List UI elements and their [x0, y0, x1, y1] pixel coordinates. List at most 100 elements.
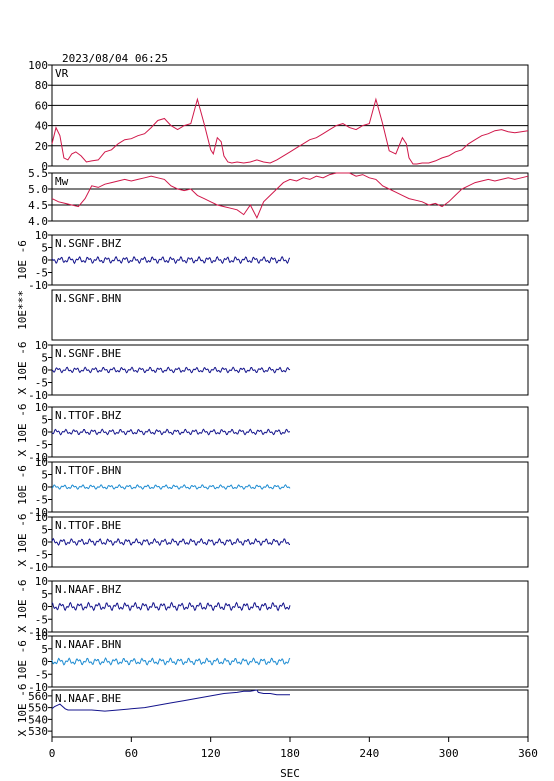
y-tick-label: 0: [41, 656, 48, 669]
panel-label: N.TTOF.BHE: [55, 519, 121, 532]
y-tick-label: 60: [35, 99, 48, 112]
panel-n-sgnf-bhn: N.SGNF.BHN: [51, 289, 529, 341]
y-tick-label: 100: [28, 59, 48, 72]
waveform-trace: [51, 537, 290, 547]
panel-label: N.NAAF.BHZ: [55, 583, 122, 596]
y-tick-label: -10: [28, 451, 48, 464]
y-tick-label: 4.0: [28, 215, 48, 228]
y-tick-label: 5: [41, 352, 48, 365]
panel-frame: [51, 289, 529, 341]
panel-frame: [51, 64, 529, 167]
x-tick-label: 300: [439, 747, 459, 760]
left-axis-label: 10E -6: [16, 240, 29, 280]
y-tick-label: -5: [35, 377, 48, 390]
panel-label: Mw: [55, 175, 69, 188]
y-tick-label: 5: [41, 242, 48, 255]
y-tick-label: -5: [35, 549, 48, 562]
y-tick-label: -5: [35, 439, 48, 452]
y-tick-label: -5: [35, 494, 48, 507]
panel-label: N.NAAF.BHN: [55, 638, 121, 651]
y-tick-label: 0: [41, 481, 48, 494]
y-tick-label: 10: [35, 401, 48, 414]
y-tick-label: 5: [41, 524, 48, 537]
panel-label: N.SGNF.BHN: [55, 292, 121, 305]
y-tick-label: 0: [41, 160, 48, 173]
panel-label: VR: [55, 67, 69, 80]
y-tick-label: 5: [41, 414, 48, 427]
y-tick-label: 40: [35, 120, 48, 133]
series-line: [51, 172, 529, 219]
panel-label: N.TTOF.BHN: [55, 464, 121, 477]
waveform-trace: [51, 428, 290, 436]
y-tick-label: 80: [35, 79, 48, 92]
x-tick-label: 60: [125, 747, 138, 760]
panel-mw: 5.5 5.0 4.5 4.0 Mw: [28, 167, 529, 228]
y-tick-label: -10: [28, 561, 48, 574]
y-tick-label: -10: [28, 506, 48, 519]
y-tick-label: -5: [35, 668, 48, 681]
panel-frame: [51, 635, 529, 688]
left-axis-label: X 10E -6: [16, 514, 29, 567]
y-tick-label: -10: [28, 626, 48, 639]
x-axis-unit: SEC: [280, 767, 300, 780]
y-tick-label: -10: [28, 681, 48, 694]
panel-frame: [51, 689, 529, 738]
left-axis-label: X 10E -6: [16, 342, 29, 395]
y-tick-label: 5: [41, 643, 48, 656]
y-tick-label: 5.0: [28, 183, 48, 196]
y-tick-label: 0: [41, 601, 48, 614]
y-tick-label: 0: [41, 254, 48, 267]
chart-panels: 100806040200VR5.55.04.54.0Mw1050-5-10N.S…: [28, 59, 529, 738]
waveform-trace: [51, 484, 291, 490]
left-axis-label: X 10E -6: [16, 404, 29, 457]
left-axis-labels: 10E -6 10E*** X 10E -6 X 10E -6 10E -6 X 10E …: [16, 240, 29, 736]
y-tick-label: 10: [35, 511, 48, 524]
x-axis: 0 60 120 180 240 300 360: [49, 737, 538, 760]
left-axis-label: 10E -6: [16, 640, 29, 680]
y-tick-label: 5: [41, 588, 48, 601]
y-tick-label: 20: [35, 140, 48, 153]
y-tick-label: 10: [35, 630, 48, 643]
y-tick-label: 560: [28, 690, 48, 703]
x-tick-label: 240: [359, 747, 379, 760]
panel-frame: [51, 516, 529, 568]
y-tick-label: 4.5: [28, 199, 48, 212]
panel-vr: 100 80 60 40 20 0 VR: [28, 59, 529, 173]
y-tick-label: 10: [35, 456, 48, 469]
left-axis-label: 10E***: [16, 290, 29, 330]
left-axis-label: 10E -6: [16, 465, 29, 505]
series-line: [51, 689, 290, 712]
y-tick-label: 10: [35, 229, 48, 242]
waveform-trace: [51, 366, 291, 374]
x-tick-label: 360: [518, 747, 538, 760]
series-line: [51, 97, 529, 165]
y-tick-label: 550: [28, 702, 48, 715]
left-axis-label: X 10E -6: [16, 684, 29, 737]
panel-frame: [51, 172, 529, 222]
y-tick-label: -5: [35, 613, 48, 626]
y-tick-label: 10: [35, 339, 48, 352]
panel-label: N.SGNF.BHZ: [55, 237, 122, 250]
left-axis-label: X 10E -6: [16, 580, 29, 633]
y-tick-label: 5: [41, 469, 48, 482]
y-tick-label: 0: [41, 536, 48, 549]
panel-label: N.SGNF.BHE: [55, 347, 121, 360]
panel-label: N.TTOF.BHZ: [55, 409, 122, 422]
panel-frame: [51, 234, 529, 286]
panel-label: N.NAAF.BHE: [55, 692, 121, 705]
y-tick-label: 530: [28, 725, 48, 738]
y-tick-label: -5: [35, 267, 48, 280]
y-tick-label: 10: [35, 575, 48, 588]
waveform-trace: [51, 657, 291, 666]
waveform-trace: [51, 601, 291, 612]
x-tick-label: 120: [201, 747, 221, 760]
waveform-trace: [51, 255, 290, 265]
